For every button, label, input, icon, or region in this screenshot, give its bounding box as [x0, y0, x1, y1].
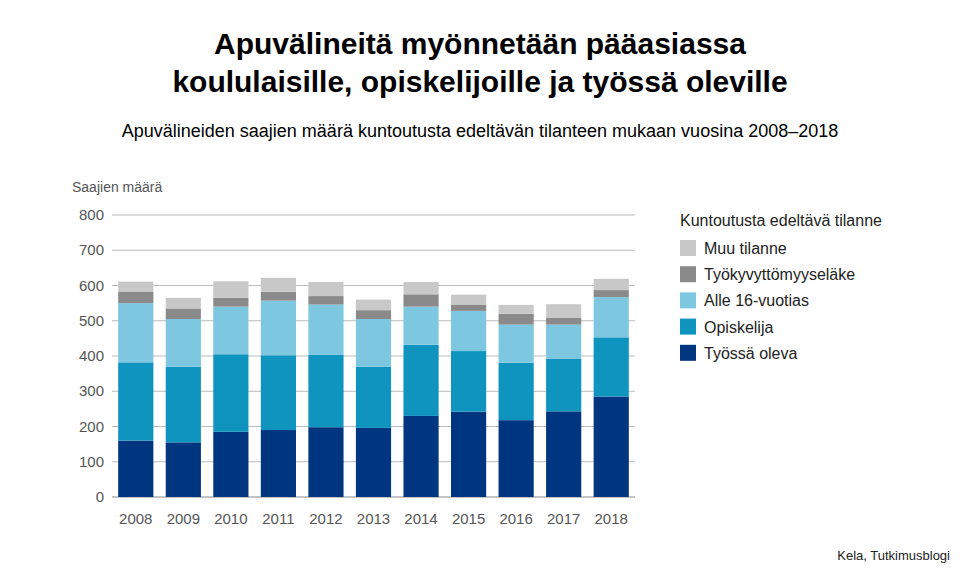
- bar-segment: [261, 355, 296, 430]
- legend-swatch: [680, 240, 696, 256]
- bar-segment: [118, 282, 153, 292]
- x-tick-label: 2011: [262, 510, 294, 527]
- bar-segment: [166, 308, 201, 319]
- bar-segment: [403, 282, 438, 294]
- x-tick-label: 2014: [404, 510, 437, 527]
- bar-segment: [546, 304, 581, 317]
- y-axis-label: Saajien määrä: [72, 179, 162, 195]
- x-tick-label: 2015: [452, 510, 485, 527]
- bar-segment: [213, 281, 248, 298]
- x-tick-label: 2012: [309, 510, 342, 527]
- chart: Apuvälineitä myönnetään pääasiassa koulul…: [0, 0, 960, 570]
- bar-segment: [166, 319, 201, 367]
- grid: [112, 215, 635, 497]
- bar-segment: [403, 294, 438, 306]
- bar-segment: [403, 345, 438, 416]
- bar-segment: [261, 278, 296, 292]
- bar-segment: [308, 427, 343, 497]
- bar-segment: [356, 310, 391, 319]
- bar-segment: [308, 282, 343, 296]
- bar-segment: [499, 305, 534, 314]
- legend-label: Työkyvyttömyyseläke: [704, 266, 855, 283]
- bar-segment: [356, 319, 391, 367]
- bar-segment: [356, 428, 391, 497]
- y-tick-label: 200: [79, 418, 104, 435]
- y-tick-label: 0: [96, 488, 104, 505]
- bar-segment: [451, 412, 486, 497]
- bar-segment: [166, 442, 201, 497]
- y-tick-label: 400: [79, 347, 104, 364]
- title: Apuvälineitä myönnetään pääasiassa: [214, 27, 746, 60]
- bar-segment: [118, 291, 153, 303]
- x-tick-label: 2010: [214, 510, 247, 527]
- bar-segment: [594, 279, 629, 290]
- y-tick-label: 100: [79, 453, 104, 470]
- bar-segment: [118, 362, 153, 440]
- legend-swatch: [680, 319, 696, 335]
- legend-label: Muu tilanne: [704, 240, 787, 257]
- bar-segment: [261, 301, 296, 356]
- legend-label: Alle 16-vuotias: [704, 292, 809, 309]
- bars: [118, 278, 629, 497]
- legend-swatch: [680, 345, 696, 361]
- grid-line: [112, 250, 635, 251]
- bar-segment: [499, 363, 534, 420]
- bar-segment: [166, 298, 201, 309]
- x-tick-label: 2008: [119, 510, 152, 527]
- bar-segment: [546, 325, 581, 359]
- bar-segment: [308, 355, 343, 427]
- bar-segment: [451, 295, 486, 305]
- bar-segment: [499, 325, 534, 363]
- bar-segment: [499, 420, 534, 497]
- bar-segment: [356, 300, 391, 311]
- bar-segment: [166, 367, 201, 443]
- bar-segment: [403, 307, 438, 345]
- x-tick-label: 2017: [547, 510, 580, 527]
- y-tick-label: 300: [79, 382, 104, 399]
- bar-segment: [213, 354, 248, 432]
- legend-label: Opiskelija: [704, 319, 773, 336]
- bar-segment: [546, 318, 581, 325]
- bar-segment: [451, 351, 486, 412]
- bar-segment: [213, 307, 248, 355]
- bar-segment: [594, 290, 629, 297]
- bar-segment: [594, 297, 629, 337]
- bar-segment: [118, 441, 153, 497]
- bar-segment: [308, 296, 343, 304]
- x-tick-label: 2009: [167, 510, 200, 527]
- bar-segment: [499, 314, 534, 325]
- bar-segment: [213, 298, 248, 307]
- legend-label: Työssä oleva: [704, 345, 797, 362]
- x-tick-label: 2016: [499, 510, 532, 527]
- bar-segment: [213, 432, 248, 497]
- grid-line: [112, 215, 635, 216]
- bar-segment: [403, 416, 438, 497]
- grid-line: [112, 285, 635, 286]
- bar-segment: [356, 367, 391, 428]
- bar-segment: [594, 397, 629, 497]
- x-tick-label: 2018: [595, 510, 628, 527]
- legend-title: Kuntoutusta edeltävä tilanne: [680, 212, 882, 229]
- subtitle: Apuvälineiden saajien määrä kuntoutusta …: [122, 121, 839, 141]
- title: koululaisille, opiskelijoille ja työssä …: [172, 65, 787, 98]
- bar-segment: [546, 358, 581, 411]
- bar-segment: [546, 411, 581, 497]
- y-tick-label: 800: [79, 206, 104, 223]
- y-tick-label: 700: [79, 241, 104, 258]
- bar-segment: [261, 430, 296, 497]
- legend-swatch: [680, 266, 696, 282]
- bar-segment: [261, 292, 296, 301]
- y-tick-label: 600: [79, 277, 104, 294]
- source: Kela, Tutkimusblogi: [837, 548, 950, 563]
- bar-segment: [451, 305, 486, 311]
- bar-segment: [594, 337, 629, 396]
- x-tick-label: 2013: [357, 510, 390, 527]
- bar-segment: [118, 303, 153, 362]
- legend-swatch: [680, 292, 696, 308]
- bar-segment: [451, 311, 486, 351]
- y-tick-label: 500: [79, 312, 104, 329]
- legend: Kuntoutusta edeltävä tilanne Muu tilanne T…: [680, 212, 882, 362]
- bar-segment: [308, 305, 343, 355]
